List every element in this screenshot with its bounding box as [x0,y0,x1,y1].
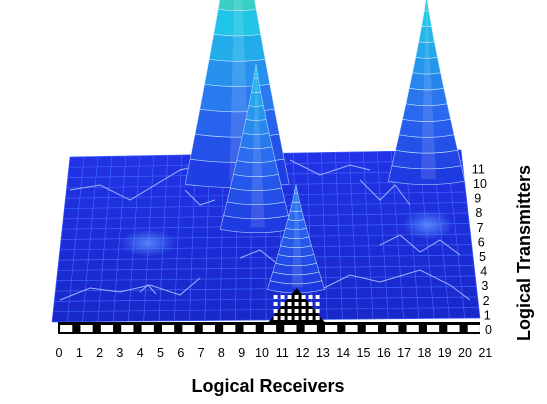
x-tick-label: 6 [177,346,184,360]
x-tick-label: 18 [417,346,431,360]
x-tick-label: 0 [56,346,63,360]
x-tick-label: 2 [96,346,103,360]
x-tick-label: 16 [377,346,391,360]
y-tick-label: 1 [484,308,491,322]
surface-peaks [184,0,466,294]
x-tick-label: 3 [116,346,123,360]
x-tick-label: 13 [316,346,330,360]
x-tick-label: 17 [397,346,411,360]
front-wall [58,288,480,334]
x-tick-label: 21 [478,346,492,360]
y-tick-label: 4 [480,265,487,279]
y-axis-label: Logical Transmitters [514,165,534,341]
y-tick-label: 8 [475,206,482,220]
peak-10-6 [219,64,293,234]
peak-base-checker [268,288,325,322]
y-tick-label: 2 [483,294,490,308]
x-tick-label: 14 [336,346,350,360]
x-tick-label: 5 [157,346,164,360]
x-tick-label: 20 [458,346,472,360]
x-tick-label: 19 [438,346,452,360]
x-tick-label: 9 [238,346,245,360]
y-tick-label: 9 [474,192,481,206]
x-tick-label: 15 [357,346,371,360]
x-tick-label: 8 [218,346,225,360]
x-tick-label: 1 [76,346,83,360]
y-tick-label: 0 [485,323,492,337]
y-tick-label: 7 [477,221,484,235]
x-tick-label: 10 [255,346,269,360]
peak-19-9 [387,0,466,185]
y-tick-label: 5 [479,250,486,264]
y-tick-label: 11 [472,162,485,176]
peak-12-2 [267,184,325,294]
x-axis-label: Logical Receivers [191,376,344,396]
x-tick-label: 11 [276,346,289,360]
x-tick-label: 4 [137,346,144,360]
x-tick-label: 12 [296,346,310,360]
y-tick-label: 6 [478,235,485,249]
x-axis-ticks: 0 1 2 3 4 5 6 7 8 9 10 11 12 13 14 15 16 17 18 19 20 21 [56,346,493,360]
y-tick-label: 10 [473,177,487,191]
x-tick-label: 7 [198,346,205,360]
y-tick-label: 3 [481,279,488,293]
surface-contours [59,159,471,301]
